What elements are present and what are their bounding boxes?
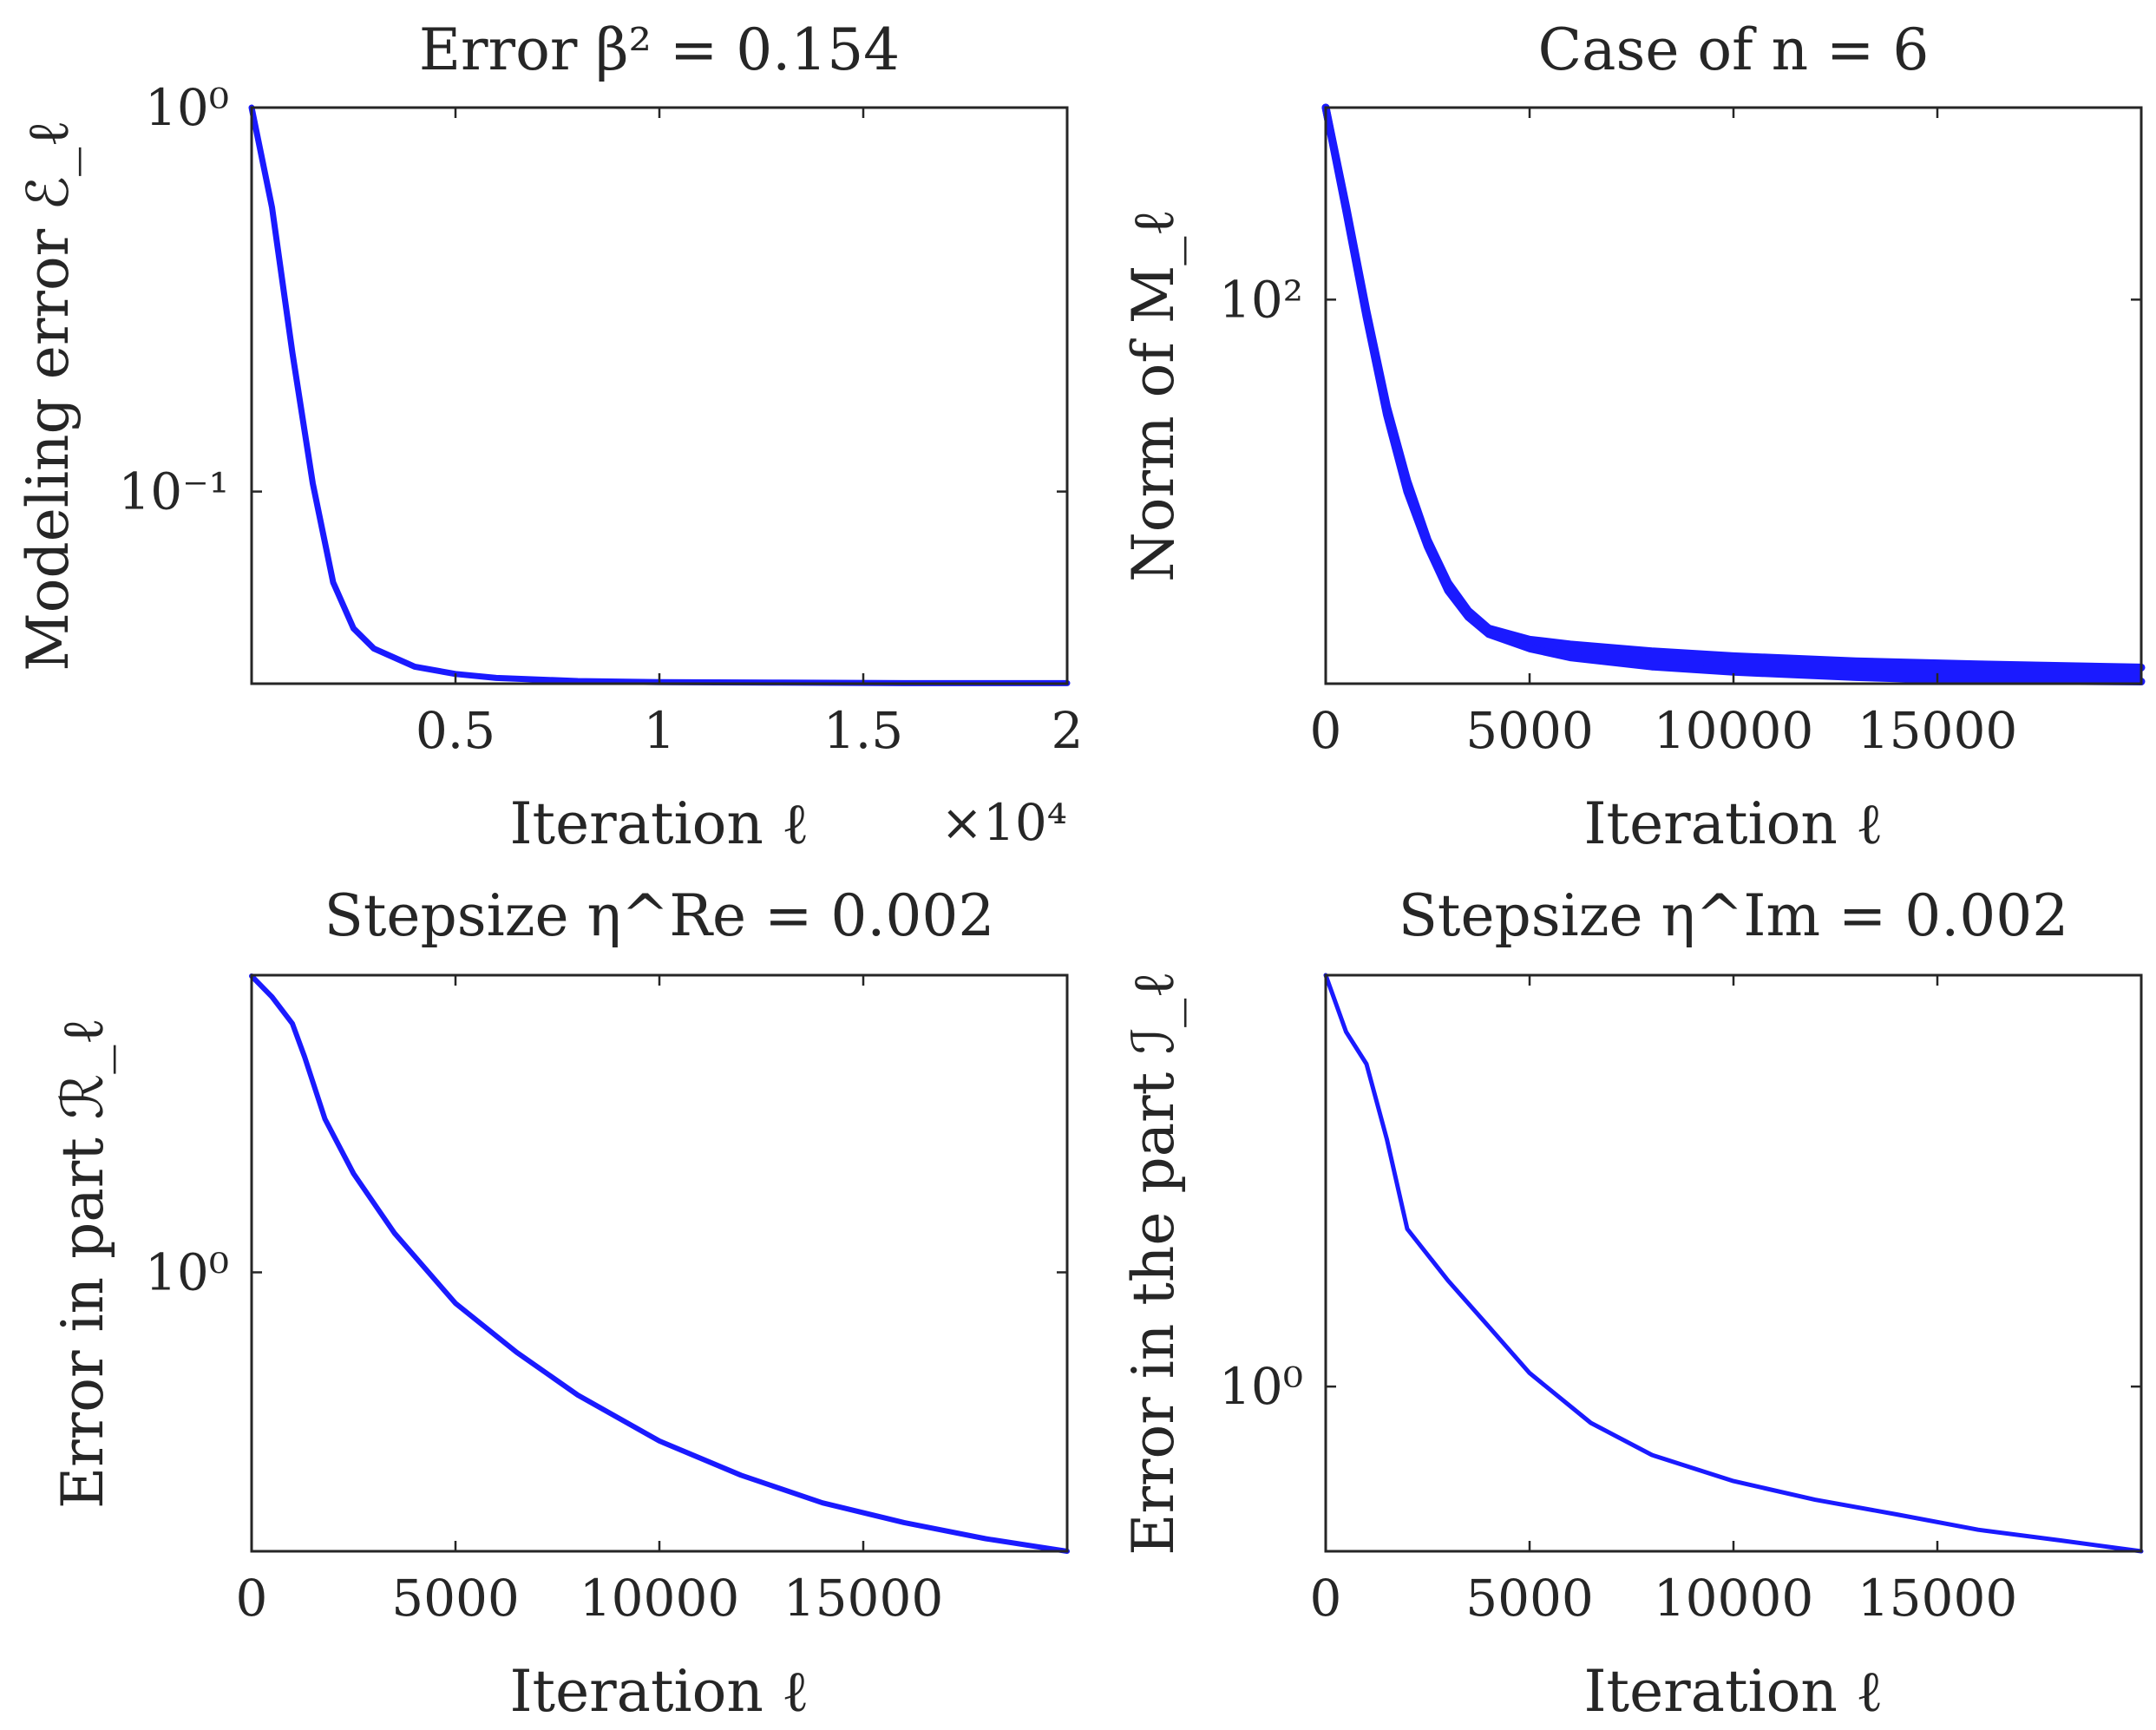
x-tick-label-norm: 10000 xyxy=(1654,701,1814,760)
x-tick-label-real-part: 0 xyxy=(236,1569,268,1628)
curves-norm xyxy=(1321,103,2146,685)
series-line-real-part-1 xyxy=(249,973,1070,1554)
y-tick-label-real-part: 10⁰ xyxy=(145,1243,229,1302)
curves-real-part xyxy=(249,973,1070,1554)
y-tick-label-modeling-error: 10⁰ xyxy=(145,78,229,137)
y-tick-label-norm: 10² xyxy=(1219,270,1303,329)
x-axis-label-imag-part: Iteration ℓ xyxy=(1583,1658,1883,1725)
x-tick-label-real-part: 10000 xyxy=(580,1569,740,1628)
y-axis-label-real-part: Error in part ℛ_ℓ xyxy=(49,1018,116,1509)
x-tick-label-norm: 0 xyxy=(1310,701,1342,760)
panel-modeling-error: Error β² = 0.154 Iteration ℓ ×10⁴ Modeli… xyxy=(15,16,1083,857)
x-tick-label-norm: 15000 xyxy=(1858,701,2018,760)
y-tick-label-imag-part: 10⁰ xyxy=(1219,1357,1303,1416)
ticks-modeling-error xyxy=(252,106,1069,684)
tick-labels-modeling-error: 0.5 1 1.5 2 10⁰ 10⁻¹ xyxy=(118,78,1083,760)
chart-title-imag-part: Stepsize η^Im = 0.002 xyxy=(1399,882,2069,949)
x-tick-label-norm: 5000 xyxy=(1465,701,1594,760)
panel-real-part: Stepsize η^Re = 0.002 Iteration ℓ Error … xyxy=(49,882,1070,1725)
x-tick-label-imag-part: 0 xyxy=(1310,1569,1342,1628)
panel-norm: Case of n = 6 Iteration ℓ Norm of M_ℓ 0 5… xyxy=(1120,16,2146,857)
x-multiplier-modeling-error: ×10⁴ xyxy=(940,793,1067,852)
series-line-imag-part-1 xyxy=(1323,973,2144,1554)
x-axis-label-real-part: Iteration ℓ xyxy=(509,1658,809,1725)
y-axis-label-imag-part: Error in the part ℐ_ℓ xyxy=(1120,971,1187,1555)
chart-title-norm: Case of n = 6 xyxy=(1538,16,1930,83)
curves-modeling-error xyxy=(248,104,1071,686)
x-tick-label-imag-part: 5000 xyxy=(1465,1569,1594,1628)
tick-labels-norm: 0 5000 10000 15000 10² xyxy=(1219,270,2017,760)
y-axis-label-modeling-error: Modeling error ℰ_ℓ xyxy=(15,120,82,672)
x-axis-label-modeling-error: Iteration ℓ xyxy=(509,790,809,857)
panel-imag-part: Stepsize η^Im = 0.002 Iteration ℓ Error … xyxy=(1120,882,2144,1725)
curves-imag-part xyxy=(1323,973,2144,1554)
chart-title-modeling-error: Error β² = 0.154 xyxy=(419,16,900,83)
axes-frame-norm xyxy=(1324,106,2143,685)
series-line-norm-2 xyxy=(1321,103,2146,685)
x-tick-label-imag-part: 15000 xyxy=(1858,1569,2018,1628)
chart-title-real-part: Stepsize η^Re = 0.002 xyxy=(324,882,995,949)
tick-labels-imag-part: 0 5000 10000 15000 10⁰ xyxy=(1219,1357,2017,1628)
axes-frame-modeling-error xyxy=(250,106,1069,685)
y-axis-label-norm: Norm of M_ℓ xyxy=(1120,209,1187,582)
tick-labels-real-part: 0 5000 10000 15000 10⁰ xyxy=(145,1243,943,1628)
y-tick-label-modeling-error: 10⁻¹ xyxy=(118,462,229,521)
ticks-real-part xyxy=(250,975,1067,1551)
x-axis-label-norm: Iteration ℓ xyxy=(1583,790,1883,857)
axes-frame-imag-part xyxy=(1324,973,2143,1553)
x-tick-label-real-part: 15000 xyxy=(783,1569,944,1628)
x-tick-label-modeling-error: 1 xyxy=(644,701,676,760)
x-tick-label-imag-part: 10000 xyxy=(1654,1569,1814,1628)
axes-frame-real-part xyxy=(250,973,1069,1553)
series-line-modeling-error-1 xyxy=(248,104,1071,686)
x-tick-label-modeling-error: 2 xyxy=(1052,701,1084,760)
x-tick-label-modeling-error: 1.5 xyxy=(823,701,903,760)
ticks-imag-part xyxy=(1324,975,2141,1551)
x-tick-label-modeling-error: 0.5 xyxy=(416,701,495,760)
x-tick-label-real-part: 5000 xyxy=(391,1569,520,1628)
ticks-norm xyxy=(1324,108,2141,684)
